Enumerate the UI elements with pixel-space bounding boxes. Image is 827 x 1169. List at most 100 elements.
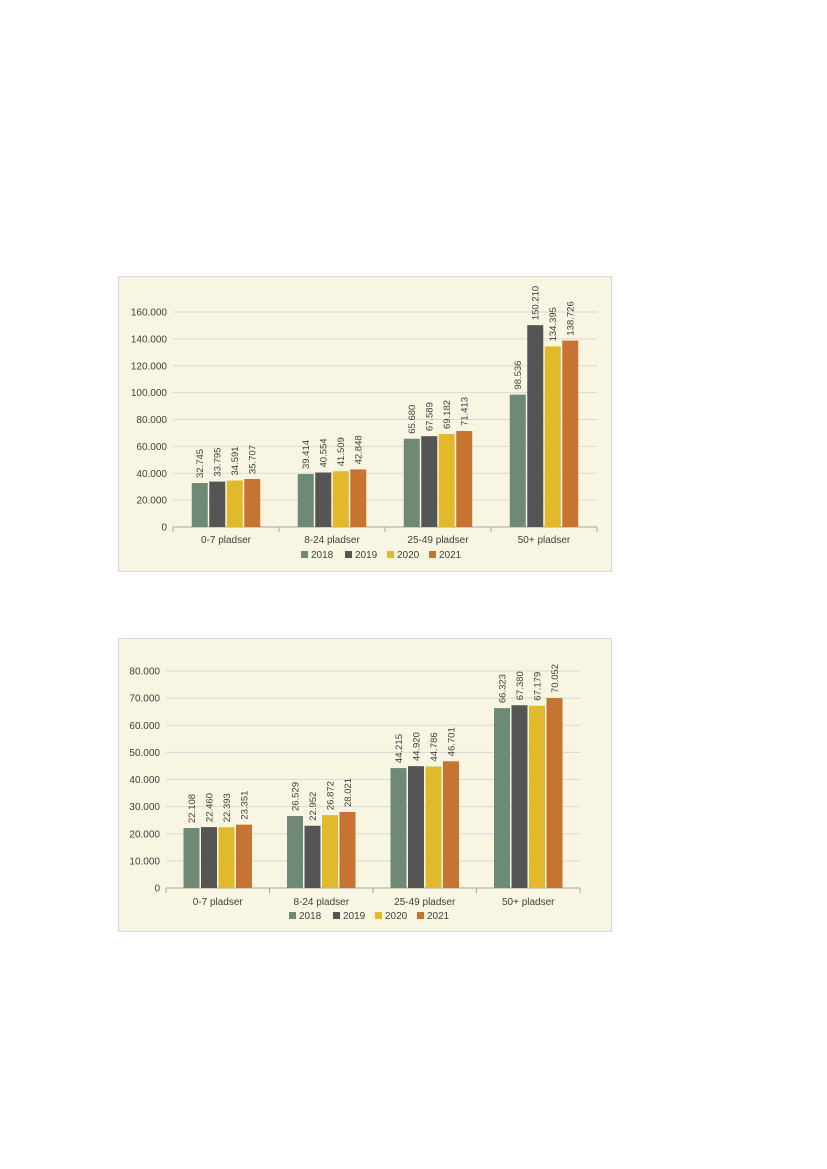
legend-swatch-2021 [417, 912, 424, 919]
bar-2018 [509, 394, 526, 527]
y-tick-label: 70.000 [129, 694, 160, 705]
bar-2020 [425, 766, 442, 888]
legend-label-2021: 2021 [439, 550, 462, 561]
bar-2021 [244, 479, 261, 527]
data-label: 26.529 [291, 782, 302, 811]
bar-2020 [218, 827, 235, 888]
bar-2021 [562, 340, 579, 527]
data-label: 150.210 [531, 286, 542, 320]
y-tick-label: 80.000 [136, 415, 167, 426]
legend-swatch-2019 [345, 551, 352, 558]
data-label: 42.848 [354, 435, 365, 464]
y-tick-label: 0 [161, 523, 167, 534]
legend-label-2018: 2018 [311, 550, 334, 561]
data-label: 22.460 [205, 793, 216, 822]
legend-swatch-2021 [429, 551, 436, 558]
data-label: 98.536 [513, 361, 524, 390]
bar-2019 [304, 825, 321, 888]
bar-2019 [527, 325, 544, 527]
bar-2018 [390, 768, 407, 888]
bar-2020 [322, 815, 338, 888]
legend-label-2018: 2018 [299, 911, 322, 922]
y-tick-label: 60.000 [136, 442, 167, 453]
y-tick-label: 100.000 [131, 388, 168, 399]
data-label: 22.952 [308, 792, 319, 821]
chart-1: 0 20.000 40.000 60.000 80.000 100.000 120.000 1… [118, 276, 612, 572]
legend-label-2020: 2020 [397, 550, 420, 561]
data-label: 67.589 [425, 402, 436, 431]
bar-2020 [529, 705, 545, 888]
bar-2018 [494, 708, 510, 888]
data-label: 41.509 [336, 437, 347, 466]
data-label: 22.108 [187, 794, 198, 823]
y-tick-label: 120.000 [131, 361, 168, 372]
bar-2020 [332, 471, 349, 527]
bar-2018 [191, 482, 208, 527]
y-tick-label: 40.000 [129, 775, 160, 786]
category-label: 25-49 pladser [407, 535, 469, 546]
data-label: 69.182 [442, 400, 453, 429]
chart-1-svg: 0 20.000 40.000 60.000 80.000 100.000 120.000 1… [131, 286, 598, 561]
y-tick-label: 0 [154, 884, 160, 895]
bar-2019 [511, 705, 528, 888]
data-label: 34.591 [230, 446, 241, 475]
legend-swatch-2018 [301, 551, 308, 558]
bar-2018 [297, 474, 314, 527]
category-label: 50+ pladser [502, 897, 555, 908]
legend-swatch-2020 [387, 551, 394, 558]
chart-2-svg: 0 10.000 20.000 30.000 40.000 50.000 60.000 70.… [129, 664, 581, 922]
category-label: 0-7 pladser [201, 535, 252, 546]
bar-2021 [350, 469, 367, 527]
data-label: 32.745 [195, 449, 206, 478]
bar-2018 [287, 816, 303, 888]
legend-label-2019: 2019 [343, 911, 366, 922]
data-label: 39.414 [301, 440, 312, 469]
data-label: 23.351 [240, 791, 251, 820]
data-label: 70.052 [550, 664, 561, 693]
y-tick-label: 40.000 [136, 469, 167, 480]
legend-label-2019: 2019 [355, 550, 378, 561]
y-tick-label: 60.000 [129, 721, 160, 732]
y-tick-label: 160.000 [131, 308, 168, 319]
y-tick-label: 20.000 [136, 496, 167, 507]
chart-2: 0 10.000 20.000 30.000 40.000 50.000 60.000 70.… [118, 638, 612, 932]
y-tick-label: 80.000 [129, 667, 160, 678]
data-label: 67.179 [533, 672, 544, 701]
data-label: 67.380 [515, 671, 526, 700]
category-label: 25-49 pladser [394, 897, 456, 908]
y-tick-label: 50.000 [129, 748, 160, 759]
data-label: 44.786 [429, 732, 440, 761]
legend-swatch-2018 [289, 912, 296, 919]
data-label: 40.554 [319, 438, 330, 467]
data-label: 66.323 [498, 674, 509, 703]
bar-2020 [226, 480, 243, 527]
data-label: 138.726 [566, 301, 577, 335]
bar-2021 [456, 431, 473, 527]
y-tick-label: 20.000 [129, 829, 160, 840]
data-label: 46.701 [447, 727, 458, 756]
category-label: 8-24 pladser [304, 535, 360, 546]
bar-2019 [408, 766, 424, 888]
data-label: 26.872 [326, 781, 337, 810]
legend-swatch-2019 [333, 912, 340, 919]
bar-2019 [315, 472, 332, 527]
legend-label-2021: 2021 [427, 911, 450, 922]
y-tick-label: 10.000 [129, 856, 160, 867]
category-label: 50+ pladser [518, 535, 571, 546]
data-label: 44.920 [412, 732, 423, 761]
legend-swatch-2020 [375, 912, 382, 919]
data-label: 33.795 [213, 448, 224, 477]
legend-label-2020: 2020 [385, 911, 408, 922]
category-label: 8-24 pladser [293, 897, 349, 908]
bar-2021 [443, 761, 459, 888]
data-label: 22.393 [222, 793, 233, 822]
bar-2018 [403, 438, 420, 527]
bar-2019 [421, 436, 438, 527]
bar-2021 [546, 697, 563, 888]
y-tick-label: 140.000 [131, 334, 168, 345]
bar-2018 [183, 828, 200, 888]
data-label: 44.215 [394, 734, 405, 763]
data-label: 134.395 [548, 307, 559, 341]
bar-2019 [209, 481, 226, 527]
data-label: 65.680 [407, 405, 418, 434]
